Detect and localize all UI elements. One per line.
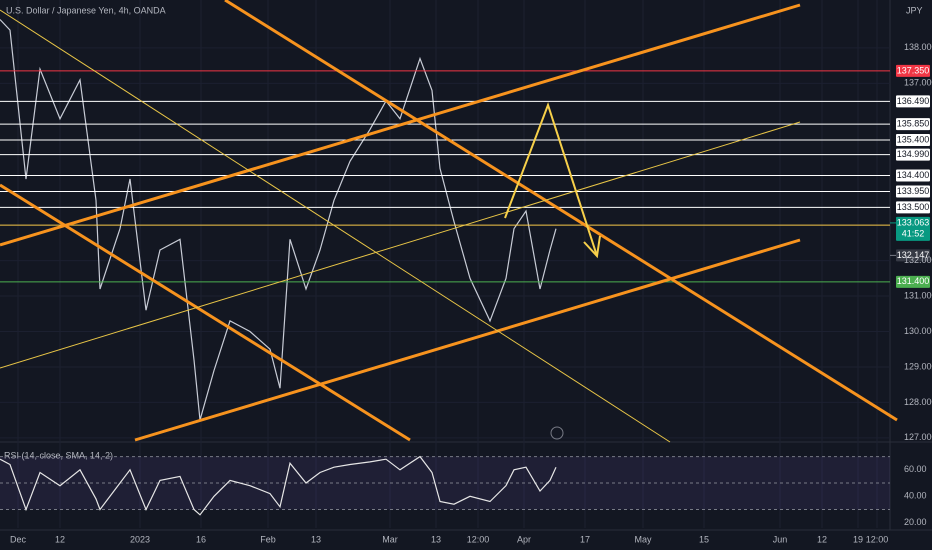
y-tick-label: 132.000 [904, 255, 932, 265]
trend-line [0, 183, 411, 442]
drawings [0, 0, 898, 443]
level-tag [896, 64, 930, 77]
x-tick-label: Apr [517, 534, 531, 544]
level-label: 131.400 [897, 276, 930, 286]
prev-close-label: 132.147 [897, 250, 930, 260]
last-price-tag [896, 216, 930, 241]
symbol-title: U.S. Dollar / Japanese Yen, 4h, OANDA [6, 5, 166, 15]
arrow-head [583, 235, 601, 259]
level-label: 135.400 [897, 134, 930, 144]
rsi-tick-label: 40.00 [904, 491, 927, 501]
thin-trend-line [0, 9, 671, 443]
x-tick-label: 19 [853, 534, 863, 544]
y-tick-label: 127.000 [904, 432, 932, 442]
y-tick-label: 128.000 [904, 397, 932, 407]
x-tick-label: 15 [699, 534, 709, 544]
trend-line [224, 0, 898, 422]
level-label: 134.400 [897, 170, 930, 180]
projection-arrow [504, 101, 598, 257]
y-tick-label: 131.000 [904, 290, 932, 300]
level-tag [896, 275, 930, 288]
level-tag [896, 148, 930, 161]
y-tick-label: 129.000 [904, 361, 932, 371]
level-tag [896, 118, 930, 131]
level-tag [896, 169, 930, 182]
level-tag [896, 185, 930, 198]
x-tick-label: Mar [382, 534, 398, 544]
x-tick-label: 13 [431, 534, 441, 544]
x-tick-label: Dec [10, 534, 27, 544]
level-label: 136.490 [897, 96, 930, 106]
x-tick-label: 17 [580, 534, 590, 544]
x-tick-label: 12 [55, 534, 65, 544]
level-label: 133.500 [897, 202, 930, 212]
level-tag [896, 95, 930, 108]
currency: JPY [906, 5, 923, 15]
rsi-tick-label: 60.00 [904, 464, 927, 474]
level-label: 133.950 [897, 186, 930, 196]
last-price-label: 133.063 [897, 217, 930, 227]
y-tick-label: 138.000 [904, 42, 932, 52]
trend-line [0, 3, 801, 247]
rsi-title: RSI (14, close, SMA, 14, 2) [4, 450, 113, 460]
x-tick-label: Jun [773, 534, 788, 544]
level-label: 134.990 [897, 149, 930, 159]
x-tick-label: May [634, 534, 652, 544]
level-label: 137.350 [897, 65, 930, 75]
thin-trend-line [0, 121, 801, 369]
y-tick-label: 130.000 [904, 326, 932, 336]
price-line [0, 455, 557, 516]
countdown: 41:52 [902, 228, 925, 238]
rsi-tick-label: 20.00 [904, 517, 927, 527]
x-tick-label: Feb [260, 534, 276, 544]
prev-close-tag [896, 249, 930, 262]
level-tag [896, 134, 930, 147]
x-tick-label: 2023 [130, 534, 150, 544]
x-tick-label: 13 [311, 534, 321, 544]
x-tick-label: 16 [196, 534, 206, 544]
x-tick-label: 12 [817, 534, 827, 544]
event-icon[interactable] [550, 426, 564, 440]
y-tick-label: 137.000 [904, 78, 932, 88]
x-tick-label: 12:00 [866, 534, 889, 544]
x-tick-label: 12:00 [467, 534, 490, 544]
level-tag [896, 201, 930, 214]
trend-line [134, 238, 801, 442]
level-label: 135.850 [897, 118, 930, 128]
